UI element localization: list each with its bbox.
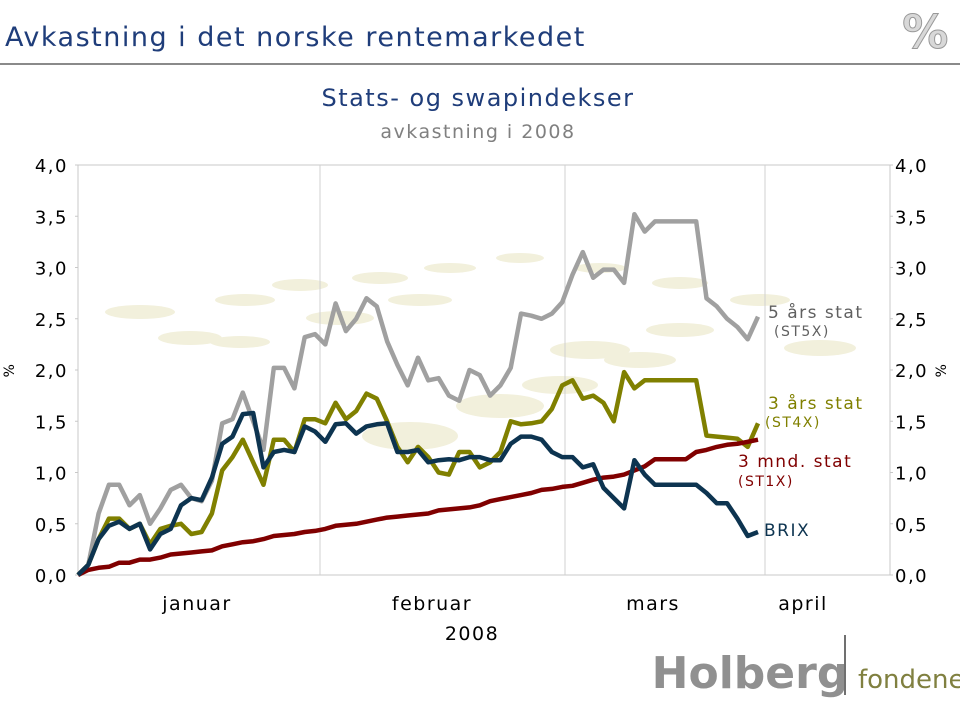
x-axis-label: 2008 [445, 623, 499, 645]
y2-tick-label: 1,5 [895, 412, 928, 433]
y2-tick-label: 3,0 [895, 259, 928, 280]
chart-title: Stats- og swapindekser [321, 84, 634, 112]
y2-tick-label: 0,0 [895, 566, 928, 587]
series-label: 3 mnd. stat [738, 452, 852, 472]
y-tick-label: 1,5 [35, 412, 68, 433]
series-line [76, 211, 761, 577]
y-tick-label: 1,0 [35, 464, 68, 485]
series-code: (ST1X) [738, 474, 794, 490]
y2-tick-label: 0,5 [895, 515, 928, 536]
y-axis-label: % [2, 363, 18, 378]
x-month-label: februar [392, 593, 472, 615]
brand-name: Holberg [652, 648, 849, 699]
series-label: 3 års stat [768, 393, 864, 414]
y-tick-label: 2,0 [35, 361, 68, 382]
series-line [76, 369, 761, 577]
y-tick-label: 3,0 [35, 259, 68, 280]
month-dividers [319, 165, 766, 575]
y2-tick-label: 2,0 [895, 361, 928, 382]
series-code: (ST5X) [774, 324, 830, 340]
y2-tick-label: 1,0 [895, 464, 928, 485]
series-line [76, 410, 759, 577]
brand-sub: fondene [858, 665, 960, 695]
y2-tick-label: 4,0 [895, 156, 928, 177]
y-tick-label: 0,0 [35, 566, 68, 587]
x-month-label: januar [161, 593, 231, 615]
series-label: 5 års stat [768, 302, 864, 323]
page-title: Avkastning i det norske rentemarkedet [5, 22, 586, 53]
series-line [77, 437, 759, 578]
y2-axis-label: % [934, 363, 950, 378]
x-month-label: mars [626, 593, 680, 615]
y2-tick-label: 2,5 [895, 310, 928, 331]
y-tick-label: 2,5 [35, 310, 68, 331]
series-label: BRIX [764, 521, 810, 541]
background-pattern [105, 253, 856, 450]
logo-symbol: % [902, 5, 950, 59]
y2-tick-label: 3,5 [895, 207, 928, 228]
y-tick-label: 3,5 [35, 207, 68, 228]
series-code: (ST4X) [765, 415, 821, 431]
chart-subtitle: avkastning i 2008 [380, 121, 575, 143]
y-tick-label: 0,5 [35, 515, 68, 536]
y-tick-label: 4,0 [35, 156, 68, 177]
x-month-label: april [778, 593, 828, 615]
plot-frame [77, 164, 891, 576]
